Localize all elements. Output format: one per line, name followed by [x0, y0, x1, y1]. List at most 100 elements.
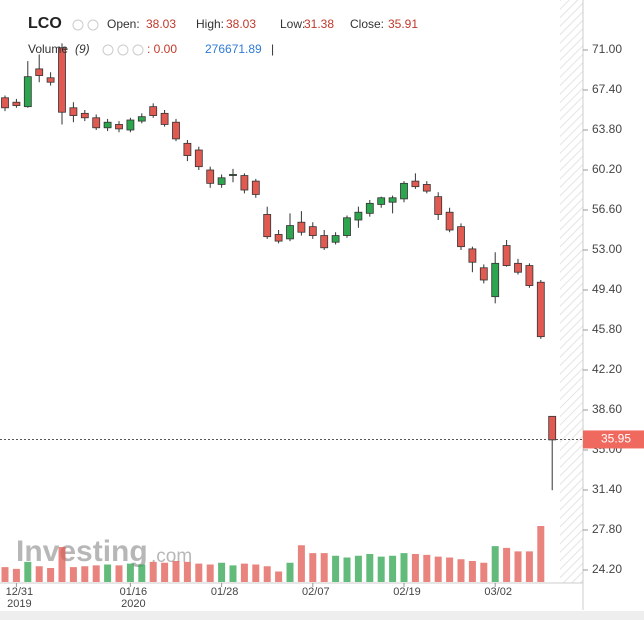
x-tick-year: 2020 — [121, 598, 145, 610]
volume-bar — [468, 561, 476, 582]
candle-body — [160, 112, 169, 125]
candle-body — [23, 76, 32, 108]
candle-body — [217, 177, 226, 185]
volume-bar — [81, 566, 89, 582]
volume-bar — [104, 564, 112, 582]
y-tick-label: 49.40 — [592, 282, 622, 296]
last-price-badge — [583, 430, 644, 449]
candle-body — [422, 184, 431, 192]
volume-period: (9) — [75, 42, 90, 56]
volume-bar — [12, 568, 20, 582]
icon[interactable] — [87, 19, 99, 31]
x-tick-year: 2019 — [7, 598, 31, 610]
volume-ma: 276671.89 — [205, 42, 262, 56]
high-label: High: — [196, 17, 224, 31]
volume-bar — [172, 561, 180, 582]
candle-body — [377, 197, 386, 205]
candle-body — [1, 97, 9, 109]
plot — [1, 43, 557, 582]
candle-body — [536, 281, 545, 338]
volume-bar — [389, 555, 397, 582]
volume-bar — [138, 564, 146, 582]
watermark-suffix: .com — [151, 546, 192, 567]
volume-bar — [434, 556, 442, 582]
closed-zone — [560, 0, 583, 583]
candle-body — [206, 169, 215, 184]
candle-body — [240, 175, 249, 191]
close-label: Close: — [350, 17, 384, 31]
candle-body — [286, 225, 294, 240]
volume-bar — [411, 554, 419, 582]
bottom-strip — [0, 611, 644, 620]
candle-body — [115, 124, 123, 130]
candle-body — [457, 226, 465, 248]
candle-body — [137, 116, 146, 122]
volume-bar — [377, 556, 385, 582]
volume-value: : 0.00 — [147, 42, 177, 56]
separator: | — [271, 42, 274, 56]
candle-body — [479, 267, 488, 281]
y-tick-label: 24.20 — [592, 562, 622, 576]
x-tick-label: 01/28 — [211, 586, 239, 598]
candle-body — [445, 211, 454, 231]
x-tick-label: 02/07 — [302, 586, 330, 598]
candle-body — [343, 217, 351, 236]
volume-bar — [491, 546, 499, 582]
volume-label: Volume — [28, 42, 68, 56]
y-tick-label: 67.40 — [592, 82, 622, 96]
candle-body — [229, 174, 237, 176]
y-tick-label: 71.00 — [592, 42, 622, 56]
close-value: 35.91 — [388, 17, 418, 31]
volume-bar — [115, 565, 123, 582]
open-label: Open: — [107, 17, 140, 31]
y-tick-label: 56.60 — [592, 202, 622, 216]
icon[interactable] — [132, 44, 144, 56]
volume-bar — [240, 563, 248, 582]
candle-body — [491, 262, 500, 298]
candle-body — [411, 180, 420, 188]
volume-bar — [537, 526, 545, 582]
candle-body — [103, 121, 112, 129]
y-tick-label: 38.60 — [592, 402, 622, 416]
watermark-main: Investing — [16, 535, 148, 568]
high-value: 38.03 — [226, 17, 256, 31]
x-tick-label: 03/02 — [484, 586, 512, 598]
candle-body — [12, 101, 21, 106]
volume-bar — [286, 562, 294, 582]
watermark: Investing .com — [16, 535, 192, 568]
volume-bar — [183, 561, 191, 582]
low-label: Low: — [280, 17, 305, 31]
volume-bar — [263, 566, 271, 582]
volume-bar — [149, 561, 157, 582]
candle-body — [274, 234, 283, 242]
candle-body — [354, 211, 363, 221]
candle-body — [502, 245, 511, 266]
volume-bar — [229, 565, 237, 582]
volume-bar — [354, 555, 362, 582]
candle-body — [365, 202, 374, 214]
volume-bar — [24, 561, 32, 582]
candle-body — [194, 149, 203, 168]
candle-body — [46, 77, 55, 83]
volume-bar — [58, 547, 66, 582]
candle-body — [514, 262, 522, 273]
symbol: LCO — [28, 15, 62, 32]
header: LCO Open: 38.03 High: 38.03 Low: 31.38 C… — [28, 15, 418, 56]
volume-bar — [503, 547, 511, 582]
candle-body — [58, 47, 66, 113]
last-price-label: 35.95 — [601, 432, 631, 446]
candle-body — [331, 235, 340, 243]
candle-body — [92, 117, 101, 129]
icon[interactable] — [117, 44, 129, 56]
y-tick-label: 60.20 — [592, 162, 622, 176]
candle-body — [320, 235, 329, 249]
y-tick-label: 31.40 — [592, 482, 622, 496]
icon[interactable] — [102, 44, 114, 56]
volume-bar — [275, 571, 283, 582]
icon[interactable] — [72, 19, 84, 31]
y-tick-label: 42.20 — [592, 362, 622, 376]
volume-bar — [161, 562, 169, 582]
